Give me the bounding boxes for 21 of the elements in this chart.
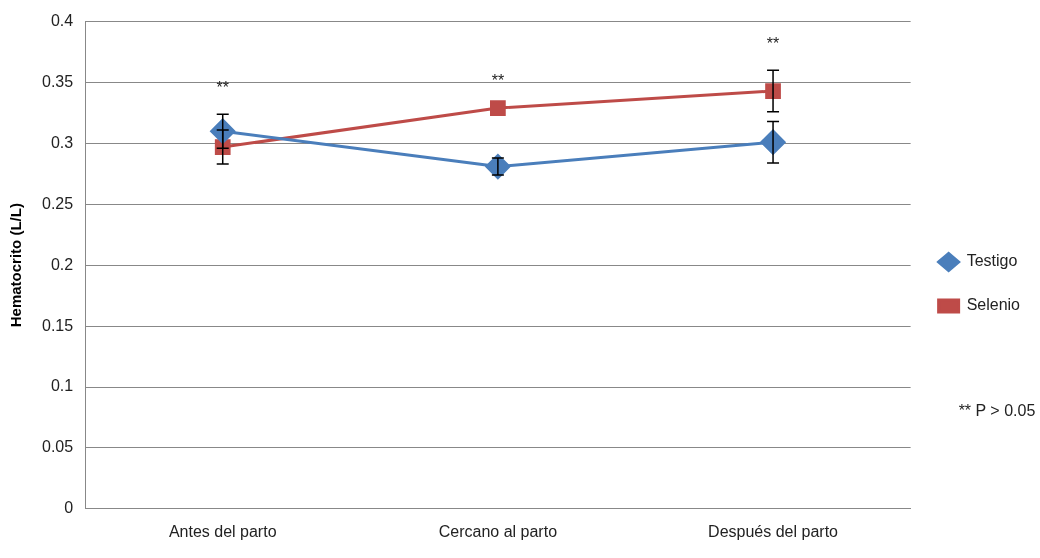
annotation: ** [491, 72, 505, 90]
y-tick-label: 0.05 [42, 438, 74, 456]
y-tick-label: 0.4 [50, 12, 74, 30]
y-tick-label: 0.15 [42, 316, 74, 334]
point [485, 154, 511, 180]
annotation: ** [216, 78, 229, 96]
y-axis-title: Hematocrito (L/L) [7, 203, 25, 328]
y-tick-label: 0 [64, 499, 74, 517]
y-tick-label: 0.3 [50, 133, 74, 151]
y-tick-label: 0.2 [50, 255, 74, 273]
text: ** P > 0.05 [958, 402, 1036, 420]
point [490, 100, 506, 116]
x-tick-label: Después del parto [708, 522, 839, 540]
x-tick-label: Cercano al parto [438, 522, 558, 540]
legend-label: Testigo [966, 252, 1018, 270]
x-tick-label: Antes del parto [168, 522, 277, 540]
y-tick-label: 0.35 [42, 72, 74, 90]
annotation: ** [766, 34, 780, 52]
y-tick-label: 0.1 [50, 377, 74, 395]
legend-label: Selenio [966, 296, 1021, 314]
y-tick-label: 0.25 [42, 194, 74, 212]
